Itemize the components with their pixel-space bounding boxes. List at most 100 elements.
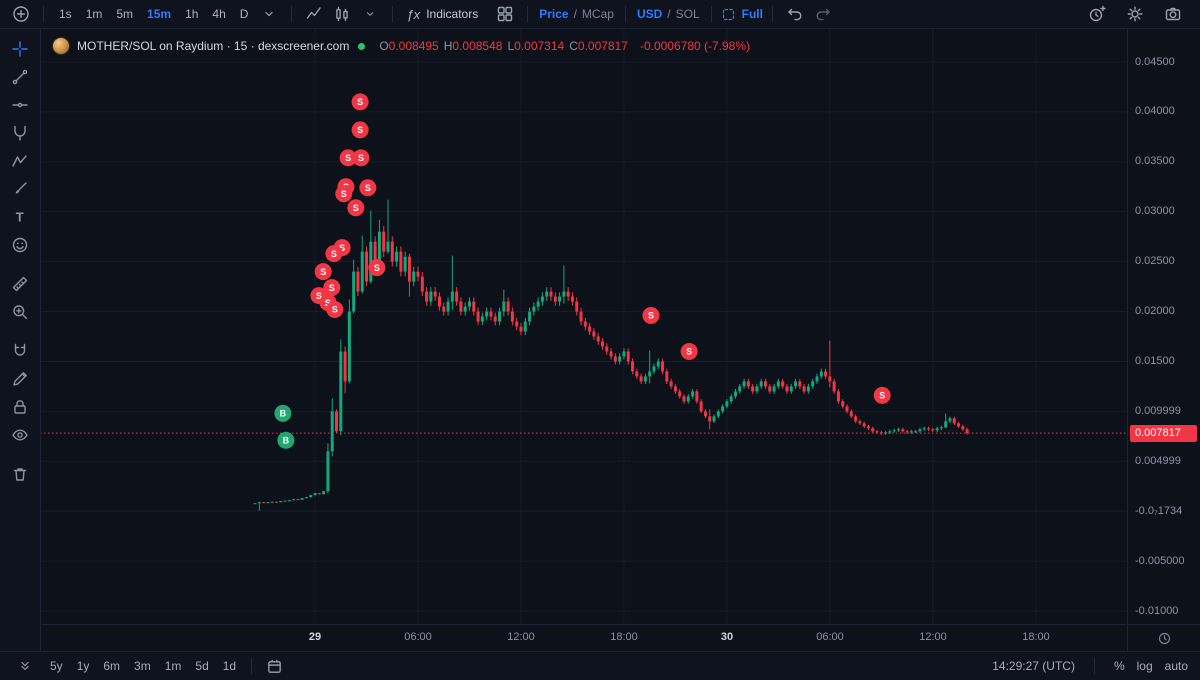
topbar-right-group (1084, 2, 1192, 26)
trade-marker-sell[interactable]: S (359, 179, 377, 197)
emoji-tool[interactable] (5, 231, 35, 259)
auto-scale-button[interactable]: auto (1164, 659, 1188, 673)
ohlc-label: L (507, 39, 515, 53)
magnet-tool[interactable] (5, 337, 35, 365)
trade-marker-sell[interactable]: S (323, 279, 341, 297)
candlestick-type-button[interactable] (329, 2, 355, 26)
timeframe-5m[interactable]: 5m (110, 4, 139, 24)
price-axis-label: 0.03000 (1135, 205, 1175, 217)
pitchfork-tool[interactable] (5, 119, 35, 147)
clock-utc[interactable]: 14:29:27 (UTC) (992, 659, 1075, 673)
indicators-button[interactable]: ƒx Indicators (402, 7, 482, 22)
timeframe-D[interactable]: D (234, 4, 255, 24)
time-axis-label: 29 (308, 631, 322, 643)
range-1y[interactable]: 1y (71, 657, 96, 675)
range-6m[interactable]: 6m (97, 657, 126, 675)
price-axis[interactable]: 0.007817 0.04500 0.04000 0.03500 0.03000 0.0… (1127, 29, 1200, 651)
price-axis-label: 0.04000 (1135, 105, 1175, 117)
collapse-drawing-toolbar-button[interactable] (8, 654, 42, 678)
trade-marker-sell[interactable]: S (325, 245, 343, 263)
pattern-tool[interactable] (5, 147, 35, 175)
slash-separator: / (667, 7, 671, 21)
lock-tool[interactable] (5, 393, 35, 421)
slash-separator: / (573, 7, 577, 21)
layout-grid-button[interactable] (492, 2, 518, 26)
price-axis-label: -0.01000 (1135, 605, 1179, 617)
timeframe-1s[interactable]: 1s (53, 4, 78, 24)
trade-marker-sell[interactable]: S (314, 263, 332, 281)
edit-tool[interactable] (5, 365, 35, 393)
mcap-option[interactable]: MCap (581, 7, 614, 21)
remove-drawings-tool[interactable] (5, 460, 35, 488)
trade-marker-sell[interactable]: S (326, 301, 344, 319)
svg-text:S: S (320, 267, 326, 277)
svg-text:S: S (365, 183, 371, 193)
redo-button[interactable] (810, 2, 836, 26)
timeframe-menu-button[interactable] (256, 2, 282, 26)
time-axis[interactable]: 29 06:00 12:00 18:00 30 06:00 12:00 18:00 (40, 624, 1200, 651)
brush-icon (15, 182, 27, 194)
date-range-group: 5y 1y 6m 3m 1m 5d 1d (44, 657, 242, 675)
svg-text:S: S (357, 97, 363, 107)
trade-marker-sell[interactable]: S (335, 185, 353, 203)
range-3m[interactable]: 3m (128, 657, 157, 675)
percent-scale-button[interactable]: % (1113, 659, 1125, 673)
ohlc-values: O0.008495 H0.008548 L0.007314 C0.007817 (374, 39, 628, 53)
trade-marker-sell[interactable]: S (680, 342, 698, 360)
timeframe-1h[interactable]: 1h (179, 4, 204, 24)
range-5d[interactable]: 5d (189, 657, 214, 675)
undo-button[interactable] (782, 2, 808, 26)
current-price-badge: 0.007817 (1130, 425, 1197, 442)
trade-marker-sell[interactable]: S (339, 149, 357, 167)
price-axis-label: 0.03500 (1135, 155, 1175, 167)
trade-marker-sell[interactable]: S (352, 149, 370, 167)
usd-option[interactable]: USD (636, 7, 663, 21)
trade-marker-sell[interactable]: S (368, 259, 386, 277)
trade-marker-buy[interactable]: B (274, 404, 292, 422)
timeframe-4h[interactable]: 4h (206, 4, 231, 24)
hide-drawings-tool[interactable] (5, 421, 35, 449)
trade-marker-sell[interactable]: S (642, 307, 660, 325)
trade-marker-sell[interactable]: S (873, 386, 891, 404)
crosshair-tool[interactable] (5, 35, 35, 63)
trade-marker-sell[interactable]: S (351, 93, 369, 111)
zoom-tool[interactable] (5, 298, 35, 326)
toolbar-divider (43, 6, 44, 22)
line-chart-type-button[interactable] (301, 2, 327, 26)
go-to-date-button[interactable] (261, 654, 287, 678)
timeframe-15m[interactable]: 15m (141, 4, 177, 24)
brush-tool[interactable] (5, 175, 35, 203)
svg-text:S: S (329, 283, 335, 293)
timeframe-1m[interactable]: 1m (80, 4, 109, 24)
settings-button[interactable] (1122, 2, 1148, 26)
chart-type-menu-button[interactable] (357, 2, 383, 26)
trend-line-tool[interactable] (5, 63, 35, 91)
crosshair-icon (12, 41, 28, 57)
full-screen-button[interactable]: Full (721, 7, 763, 22)
text-tool[interactable]: T (5, 203, 35, 231)
trade-marker-buy[interactable]: B (277, 431, 295, 449)
token-icon (52, 37, 70, 55)
range-5y[interactable]: 5y (44, 657, 69, 675)
range-1d[interactable]: 1d (217, 657, 242, 675)
horizontal-line-tool[interactable] (5, 91, 35, 119)
gear-icon (1127, 6, 1143, 22)
screenshot-button[interactable] (1160, 2, 1186, 26)
timezone-button[interactable] (1157, 631, 1172, 646)
price-option[interactable]: Price (539, 7, 569, 21)
measure-tool[interactable] (5, 270, 35, 298)
create-alert-button[interactable] (1084, 2, 1110, 26)
sol-option[interactable]: SOL (675, 7, 700, 21)
toolbar-divider (771, 6, 773, 22)
log-scale-button[interactable]: log (1136, 659, 1153, 673)
range-1m[interactable]: 1m (159, 657, 188, 675)
trade-marker-sell[interactable]: S (351, 121, 369, 139)
trade-marker-sell[interactable]: S (347, 199, 365, 217)
plus-button[interactable] (8, 2, 34, 26)
chevron-down-icon (265, 11, 274, 17)
svg-text:S: S (316, 291, 322, 301)
clock-icon (1158, 632, 1171, 645)
svg-text:S: S (353, 203, 359, 213)
time-axis-label: 06:00 (404, 631, 432, 643)
